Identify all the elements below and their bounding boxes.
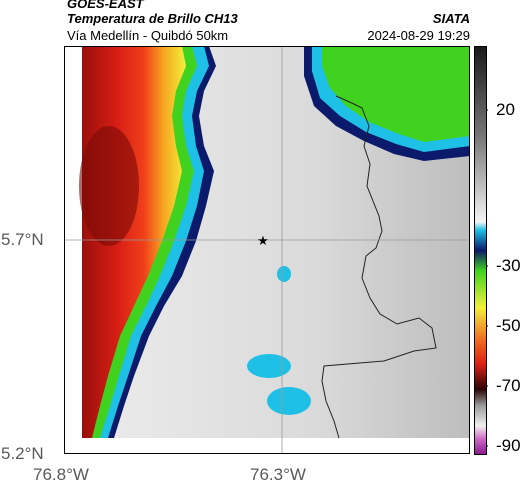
lon-tick-label: 76.8°W	[33, 465, 89, 484]
border-line	[321, 95, 437, 439]
colorbar-tick-label: -90	[496, 436, 521, 455]
cloud-cell-top-right-green	[322, 46, 470, 142]
brightness-temperature-map: ★	[64, 46, 470, 454]
satellite-label: GOES-EAST	[67, 0, 144, 11]
product-title: Temperatura de Brillo CH13	[67, 11, 238, 26]
colorbar-tick-label: -30	[496, 256, 521, 275]
star-icon: ★	[257, 234, 269, 249]
cold-core	[79, 126, 139, 246]
cloud-cell-small-3	[277, 266, 291, 282]
cloud-cell-small-2	[267, 387, 311, 415]
map-border	[64, 46, 470, 454]
lat-tick-label: 5.7°N	[1, 230, 44, 249]
colorbar-tick-label: -50	[496, 316, 521, 335]
lat-tick-label: 5.2°N	[1, 444, 44, 463]
timestamp-label: 2024-08-29 19:29	[367, 28, 470, 43]
colorbar	[474, 46, 488, 455]
colorbar-tick-label: 20	[496, 100, 515, 119]
agency-label: SIATA	[432, 11, 470, 26]
colorbar-tick-label: -70	[496, 376, 521, 395]
cloud-cell-small	[247, 354, 291, 378]
route-label: Vía Medellín - Quibdó 50km	[67, 28, 229, 43]
lon-tick-label: 76.3°W	[250, 465, 306, 484]
